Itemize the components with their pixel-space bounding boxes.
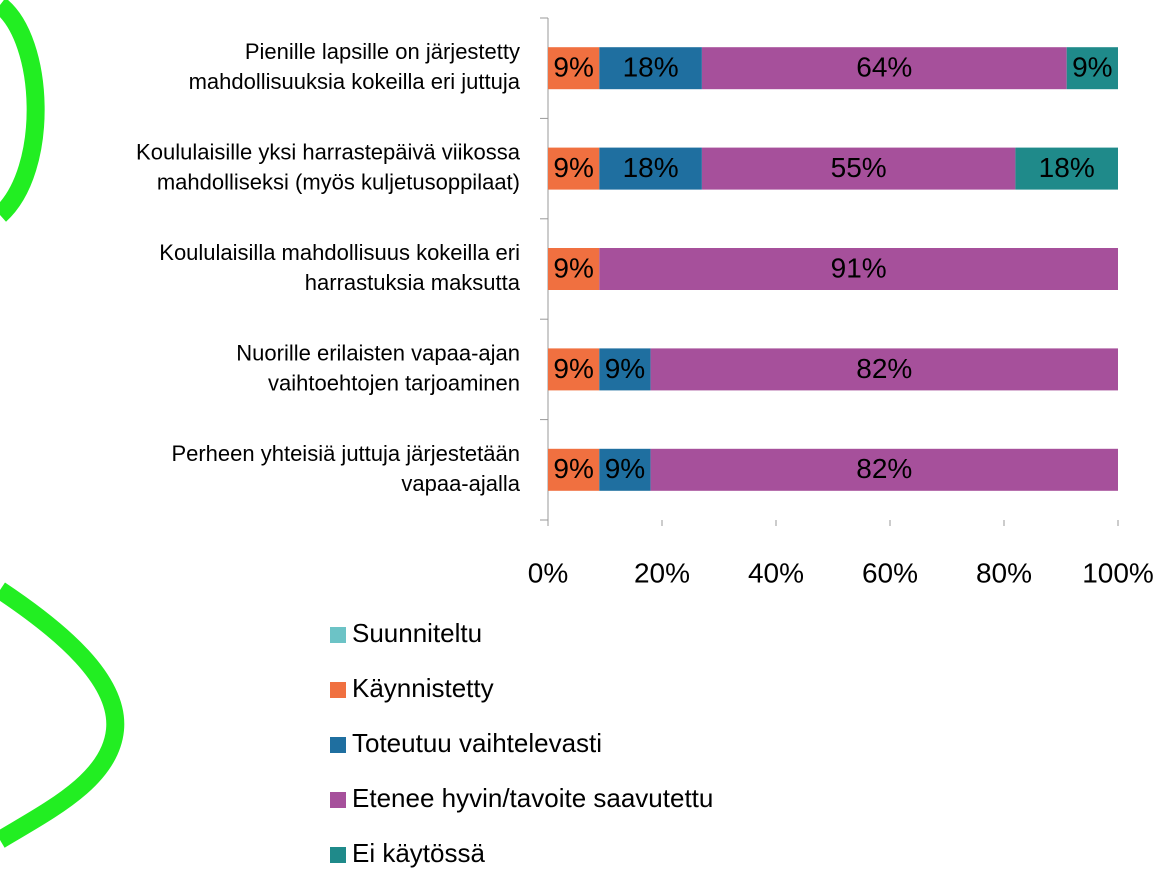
- category-label: Perheen yhteisiä juttuja järjestetään vap…: [171, 441, 520, 496]
- bar-segment: [599, 448, 651, 491]
- value-label: 18%: [623, 52, 679, 83]
- bar-segment: [701, 147, 1016, 190]
- category-line: harrastuksia maksutta: [305, 270, 521, 295]
- value-label: 9%: [553, 353, 593, 384]
- category-label: Nuorille erilaisten vapaa-ajan vaihtoehto…: [236, 340, 520, 395]
- category-line: vapaa-ajalla: [401, 471, 520, 496]
- value-label: 9%: [605, 453, 645, 484]
- x-tick-label: 0%: [528, 557, 568, 588]
- value-label: 9%: [605, 353, 645, 384]
- x-tick-label: 20%: [634, 557, 690, 588]
- bar-segment: [548, 348, 600, 391]
- category-line: Perheen yhteisiä juttuja järjestetään: [171, 441, 520, 466]
- legend-swatch: [330, 627, 346, 643]
- bar-segment: [548, 248, 600, 290]
- x-tick-label: 40%: [748, 557, 804, 588]
- value-label: 18%: [623, 152, 679, 183]
- value-label: 9%: [553, 252, 593, 283]
- category-line: mahdollisuuksia kokeilla eri juttuja: [189, 69, 521, 94]
- legend-swatch: [330, 682, 346, 698]
- legend-label: Käynnistetty: [352, 673, 494, 703]
- category-line: vaihtoehtojen tarjoaminen: [268, 370, 520, 395]
- legend-label: Ei käytössä: [352, 838, 485, 868]
- value-label: 9%: [553, 453, 593, 484]
- category-line: Koululaisille yksi harrastepäivä viikoss…: [136, 139, 521, 164]
- x-tick-label: 60%: [862, 557, 918, 588]
- x-tick-label: 80%: [976, 557, 1032, 588]
- legend-swatch: [330, 792, 346, 808]
- bar-segment: [701, 47, 1067, 90]
- value-label: 9%: [553, 152, 593, 183]
- legend-swatch: [330, 847, 346, 863]
- bar-segment: [599, 147, 702, 190]
- category-line: Nuorille erilaisten vapaa-ajan: [236, 340, 520, 365]
- bar-segment: [548, 147, 600, 190]
- bar-segment: [599, 248, 1118, 290]
- value-label: 55%: [831, 152, 887, 183]
- bar-segment: [548, 448, 600, 491]
- legend-swatch: [330, 737, 346, 753]
- legend-label: Etenee hyvin/tavoite saavutettu: [352, 783, 713, 813]
- value-label: 18%: [1039, 152, 1095, 183]
- category-label: Koululaisilla mahdollisuus kokeilla eri h…: [159, 240, 520, 295]
- bar-segment: [599, 47, 702, 90]
- category-line: mahdolliseksi (myös kuljetusoppilaat): [157, 169, 520, 194]
- bar-segment: [650, 448, 1118, 491]
- value-label: 91%: [831, 252, 887, 283]
- legend-label: Toteutuu vaihtelevasti: [352, 728, 602, 758]
- bar-segment: [548, 47, 600, 90]
- bar-segment: [1015, 147, 1118, 190]
- x-tick-label: 100%: [1082, 557, 1154, 588]
- decoration: [0, 0, 45, 222]
- category-label: Pienille lapsille on järjestetty mahdolli…: [189, 39, 521, 94]
- category-line: Pienille lapsille on järjestetty: [245, 39, 520, 64]
- value-label: 82%: [856, 453, 912, 484]
- value-label: 9%: [553, 52, 593, 83]
- value-label: 64%: [856, 52, 912, 83]
- category-line: Koululaisilla mahdollisuus kokeilla eri: [159, 240, 520, 265]
- bar-segment: [599, 348, 651, 391]
- bar-segment: [1066, 47, 1118, 90]
- value-label: 82%: [856, 353, 912, 384]
- value-label: 9%: [1072, 52, 1112, 83]
- legend-label: Suunniteltu: [352, 618, 482, 648]
- category-label: Koululaisille yksi harrastepäivä viikoss…: [136, 139, 521, 194]
- decoration: [0, 582, 125, 848]
- bar-segment: [650, 348, 1118, 391]
